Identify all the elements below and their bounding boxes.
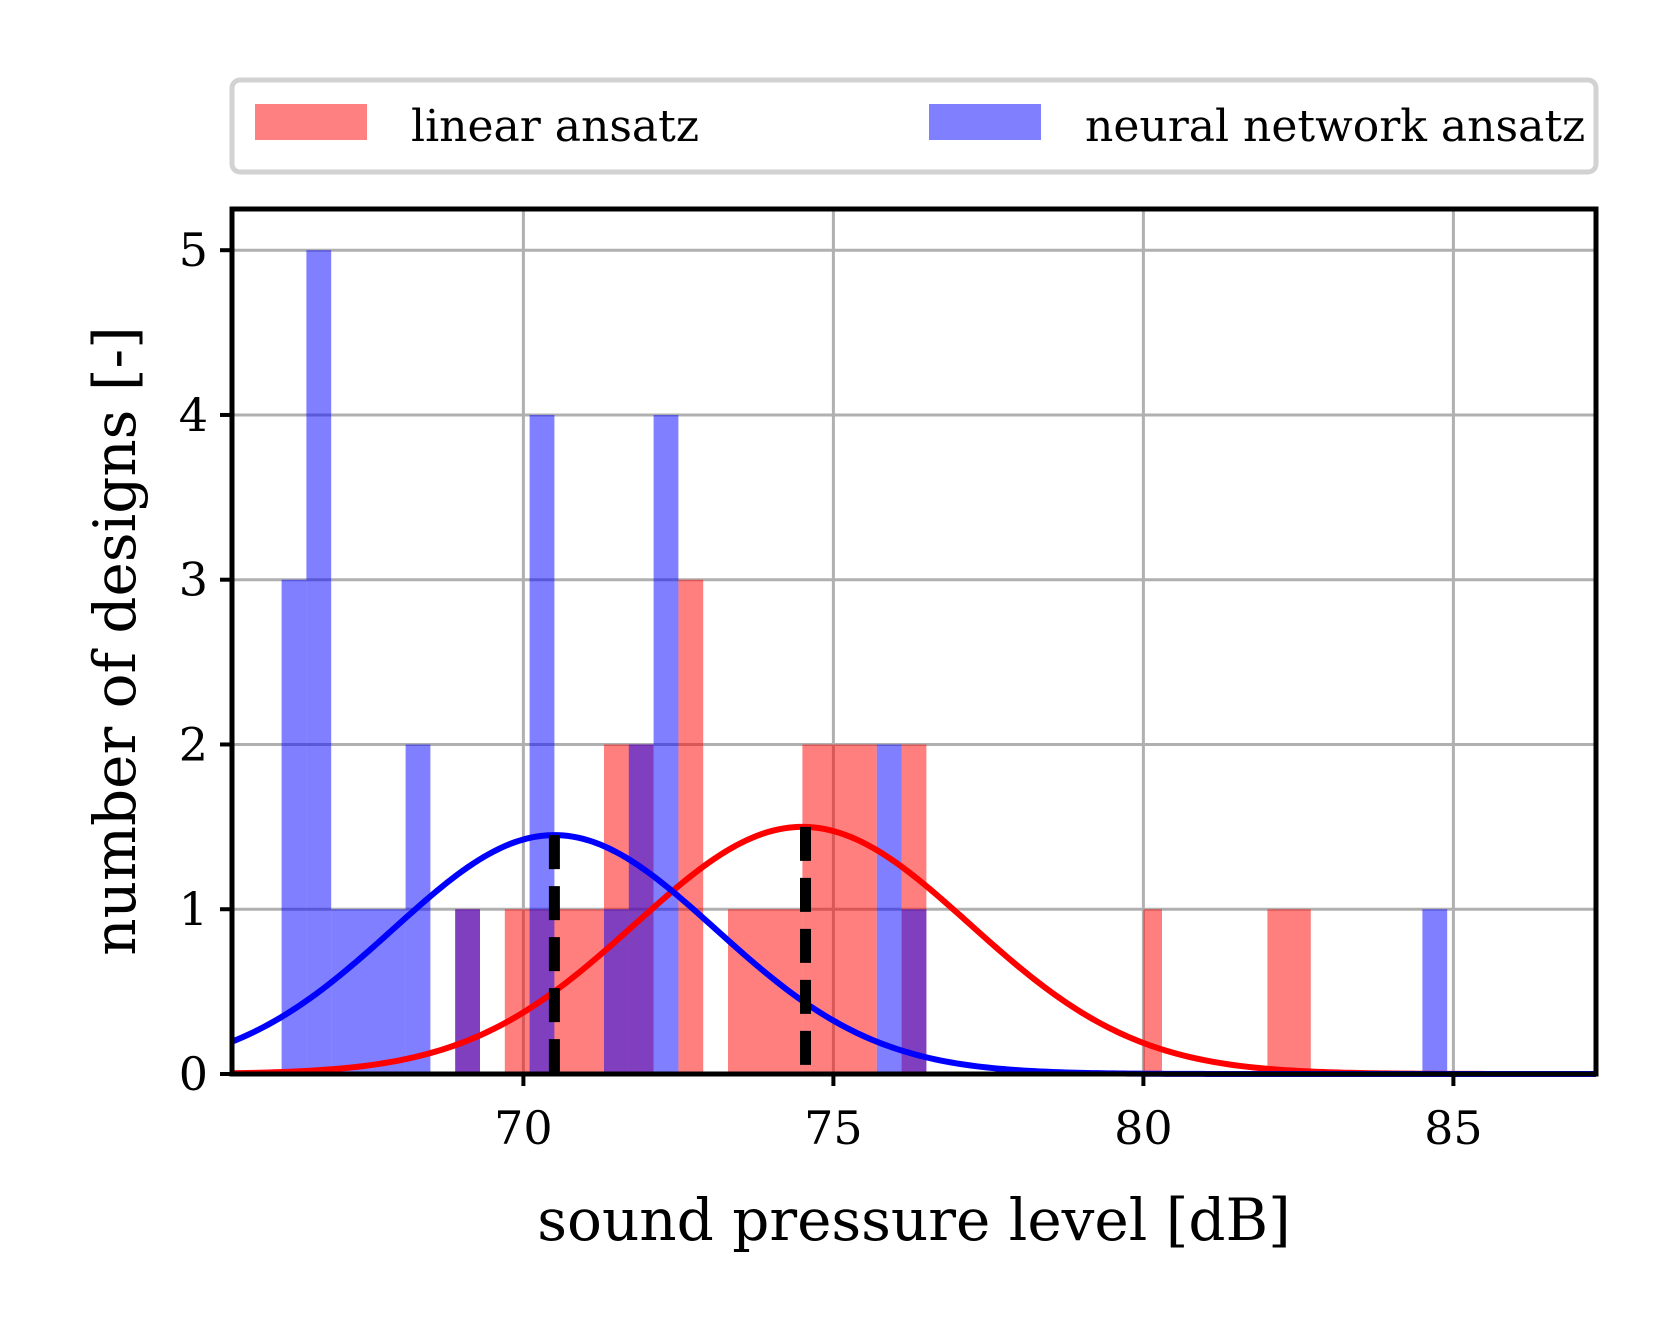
- y-axis-label: number of designs [-]: [81, 326, 149, 955]
- y-tick-label-2: 2: [179, 717, 208, 771]
- bar-neural-network-ansatz-10: [901, 909, 927, 1074]
- x-tick-label-85: 85: [1424, 1101, 1483, 1155]
- bar-linear-ansatz-8: [1143, 909, 1162, 1074]
- bar-neural-network-ansatz-0: [281, 579, 307, 1074]
- bar-linear-ansatz-9: [1267, 909, 1311, 1074]
- bar-linear-ansatz-6: [802, 744, 877, 1074]
- y-tick-label-1: 1: [179, 882, 208, 936]
- legend: linear ansatz neural network ansatz: [229, 77, 1599, 175]
- y-tick-label-0: 0: [179, 1047, 208, 1101]
- bar-neural-network-ansatz-5: [529, 414, 555, 1074]
- legend-swatch-neural-network-ansatz: [929, 104, 1041, 140]
- x-tick-label-70: 70: [494, 1101, 553, 1155]
- legend-frame: [229, 77, 1599, 175]
- y-tick-label-4: 4: [179, 388, 208, 442]
- bar-neural-network-ansatz-8: [653, 414, 679, 1074]
- x-tick-label-80: 80: [1114, 1101, 1173, 1155]
- y-tick-label-5: 5: [179, 223, 208, 277]
- x-tick-label-75: 75: [804, 1101, 863, 1155]
- bar-neural-network-ansatz-2: [331, 909, 406, 1074]
- axis-ticks: 70 75 80 85 0 1 2 3 4 5: [179, 223, 1483, 1155]
- y-tick-label-3: 3: [179, 553, 208, 607]
- mean-lines: [548, 826, 811, 1074]
- plot-frame: [229, 206, 1599, 1077]
- legend-swatch-linear-ansatz: [255, 104, 367, 140]
- bar-neural-network-ansatz-4: [455, 909, 480, 1074]
- legend-label-neural-network-ansatz: neural network ansatz: [1085, 101, 1585, 152]
- bar-neural-network-ansatz-11: [1422, 909, 1448, 1074]
- bar-neural-network-ansatz-9: [876, 744, 902, 1074]
- bar-neural-network-ansatz-1: [306, 250, 332, 1074]
- bar-linear-ansatz-2: [554, 909, 604, 1074]
- x-axis-label: sound pressure level [dB]: [537, 1186, 1290, 1254]
- bar-linear-ansatz-4: [678, 579, 704, 1074]
- histogram-bars: [281, 250, 1448, 1074]
- legend-label-linear-ansatz: linear ansatz: [411, 101, 699, 152]
